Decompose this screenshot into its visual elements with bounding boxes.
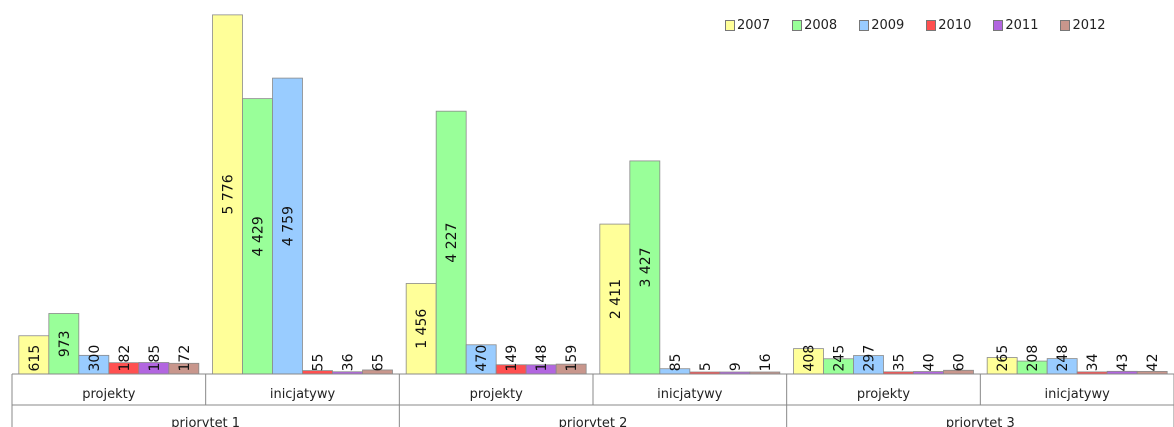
bar-value-label: 265 [995, 345, 1011, 372]
legend-item: 2008 [792, 18, 837, 33]
tick-label: projekty [470, 387, 524, 402]
bar-value-label: 40 [922, 353, 938, 371]
bar-value-label: 42 [1145, 353, 1161, 371]
legend-item: 2009 [859, 18, 904, 33]
bar [18, 335, 50, 375]
legend-swatch [1060, 20, 1071, 31]
bar-value-label: 208 [1025, 345, 1041, 372]
bar [272, 77, 303, 375]
legend-label: 2008 [804, 18, 838, 33]
legend-label: 2011 [1005, 18, 1039, 33]
bar-value-label: 172 [177, 345, 193, 372]
bar-value-label: 248 [1055, 345, 1071, 372]
bar-value-label: 4 227 [444, 223, 460, 263]
bar [435, 110, 467, 375]
bar-value-label: 60 [952, 353, 968, 371]
bar-value-label: 2 411 [608, 279, 624, 319]
bar-value-label: 470 [474, 345, 490, 372]
bar [465, 344, 497, 375]
bar-value-label: 615 [27, 345, 43, 372]
group-label: priorytet 3 [946, 416, 1015, 427]
bar-value-label: 4 429 [251, 216, 267, 256]
bar-value-label: 159 [564, 345, 580, 372]
chart-legend: 2007 2008 2009 2010 2011 2012 [725, 18, 1128, 33]
bar-value-label: 43 [1115, 353, 1131, 371]
bar-value-label: 408 [802, 345, 818, 372]
bar-value-label: 973 [57, 330, 73, 357]
bar-value-label: 9 [728, 362, 744, 371]
legend-swatch [993, 20, 1004, 31]
legend-item: 2010 [926, 18, 971, 33]
tick-label: projekty [82, 387, 136, 402]
legend-label: 2012 [1072, 18, 1106, 33]
bar-value-label: 245 [832, 345, 848, 372]
bar-value-label: 5 776 [221, 174, 237, 214]
bar-value-label: 36 [341, 353, 357, 371]
bar-value-label: 1 456 [414, 309, 430, 349]
bar-value-label: 149 [504, 345, 520, 372]
tick-label: inicjatywy [657, 387, 723, 402]
legend-label: 2010 [938, 18, 972, 33]
bar-value-label: 4 759 [281, 206, 297, 246]
legend-swatch [792, 20, 803, 31]
tick-label: inicjatywy [1045, 387, 1111, 402]
bar [793, 348, 824, 375]
bar-value-label: 55 [311, 353, 327, 371]
bar-value-label: 185 [147, 345, 163, 372]
bar-value-label: 16 [758, 353, 774, 371]
bar-value-label: 5 [698, 362, 714, 371]
bar [629, 160, 661, 375]
bar-value-label: 148 [534, 345, 550, 372]
bar-value-label: 35 [892, 353, 908, 371]
legend-swatch [926, 20, 937, 31]
legend-swatch [725, 20, 735, 31]
bar-value-label: 297 [862, 345, 878, 372]
legend-swatch [859, 20, 870, 31]
bar-value-label: 182 [117, 345, 133, 372]
bar-value-label: 85 [668, 353, 684, 371]
group-label: priorytet 2 [559, 416, 628, 427]
group-label: priorytet 1 [171, 416, 240, 427]
legend-label: 2007 [737, 18, 771, 33]
tick-label: inicjatywy [270, 387, 336, 402]
legend-item: 2011 [993, 18, 1038, 33]
bar-value-label: 300 [87, 345, 103, 372]
bar-value-label: 3 427 [638, 247, 654, 287]
legend-label: 2009 [871, 18, 905, 33]
legend-item: 2007 [725, 18, 770, 33]
legend-item: 2012 [1060, 18, 1106, 33]
bar-value-label: 65 [371, 353, 387, 371]
bar [48, 313, 80, 375]
tick-label: projekty [857, 387, 911, 402]
bar-value-label: 34 [1085, 353, 1101, 371]
